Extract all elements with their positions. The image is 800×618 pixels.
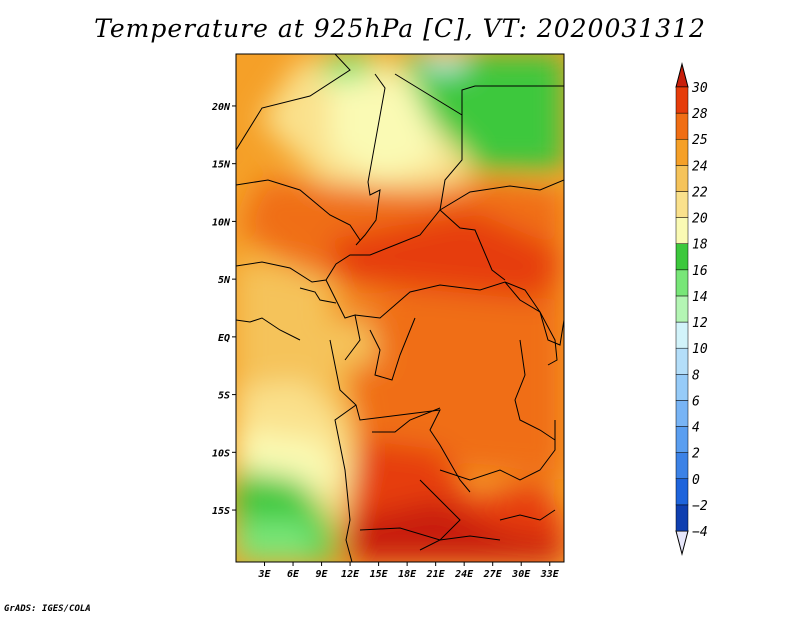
country-borders [236,54,564,562]
temperature-field [236,54,564,562]
colorbar-swatch [675,112,689,140]
colorbar-swatch [675,478,689,506]
colorbar-label: 12 [692,316,708,331]
lat-tick-label: 15S [212,506,230,517]
lon-tick-label: 18E [398,569,417,580]
colorbar-swatch [675,86,689,114]
lat-tick-label: EQ [218,333,230,344]
lon-tick-label: 3E [257,569,271,580]
colorbar-label: 20 [692,212,708,227]
colorbar-label: 30 [691,81,708,96]
colorbar-over-triangle [675,62,689,88]
colorbar-label: 10 [692,342,708,357]
latitude-axis: 20N 15N 10N 5N EQ 5S 10S 15S [211,102,236,517]
colorbar-swatch [675,191,689,218]
colorbar-label: 28 [692,107,708,122]
lat-tick-label: 5S [218,391,230,402]
colorbar-swatch [675,243,689,271]
lon-tick-label: 21E [426,569,446,580]
colorbar-swatch [675,452,689,480]
colorbar-label: 14 [692,290,708,305]
colorbar-swatch [675,426,689,453]
grads-credit: GrADS: IGES/COLA [4,604,91,614]
colorbar-label: 16 [692,264,708,279]
map-title: Temperature at 925hPa [C], VT: 202003131… [94,14,706,43]
colorbar-label: 4 [692,421,700,436]
lat-tick-label: 15N [212,160,231,171]
lon-tick-label: 6E [287,569,300,580]
colorbar-label: 18 [692,238,708,253]
lon-tick-label: 33E [540,569,560,580]
colorbar-swatch [675,138,689,166]
colorbar-label: −4 [692,525,708,540]
colorbar-label: 25 [692,133,708,148]
lon-tick-label: 30E [511,569,531,580]
lon-tick-label: 15E [370,569,389,580]
colorbar-swatch [675,165,689,192]
colorbar-label: 22 [692,185,708,200]
colorbar-label: −2 [692,499,708,514]
colorbar-label: 24 [692,159,708,174]
lat-tick-label: 20N [211,102,231,113]
colorbar-swatch [675,374,689,401]
lon-tick-label: 12E [341,569,360,580]
longitude-axis: 3E 6E 9E 12E 15E 18E 21E 24E 27E 30E 33E [257,562,560,580]
colorbar-label: 0 [692,473,700,488]
colorbar-label: 2 [692,447,700,462]
colorbar-under-triangle [675,530,689,556]
lon-tick-label: 9E [316,569,329,580]
lat-tick-label: 5N [218,275,231,286]
lon-tick-label: 24E [454,569,474,580]
colorbar-swatch [675,347,689,375]
lon-tick-label: 27E [483,569,503,580]
colorbar-swatch [675,400,689,427]
lat-tick-label: 10S [212,448,230,459]
lat-tick-label: 10N [212,217,231,228]
colorbar-swatch [675,321,689,349]
colorbar-label: 6 [692,394,700,409]
colorbar-swatch [675,217,689,244]
colorbar-swatch [675,504,689,532]
map-frame [235,53,565,563]
colorbar-swatch [675,295,689,323]
colorbar-label: 8 [692,368,700,383]
colorbar-swatch [675,269,689,297]
